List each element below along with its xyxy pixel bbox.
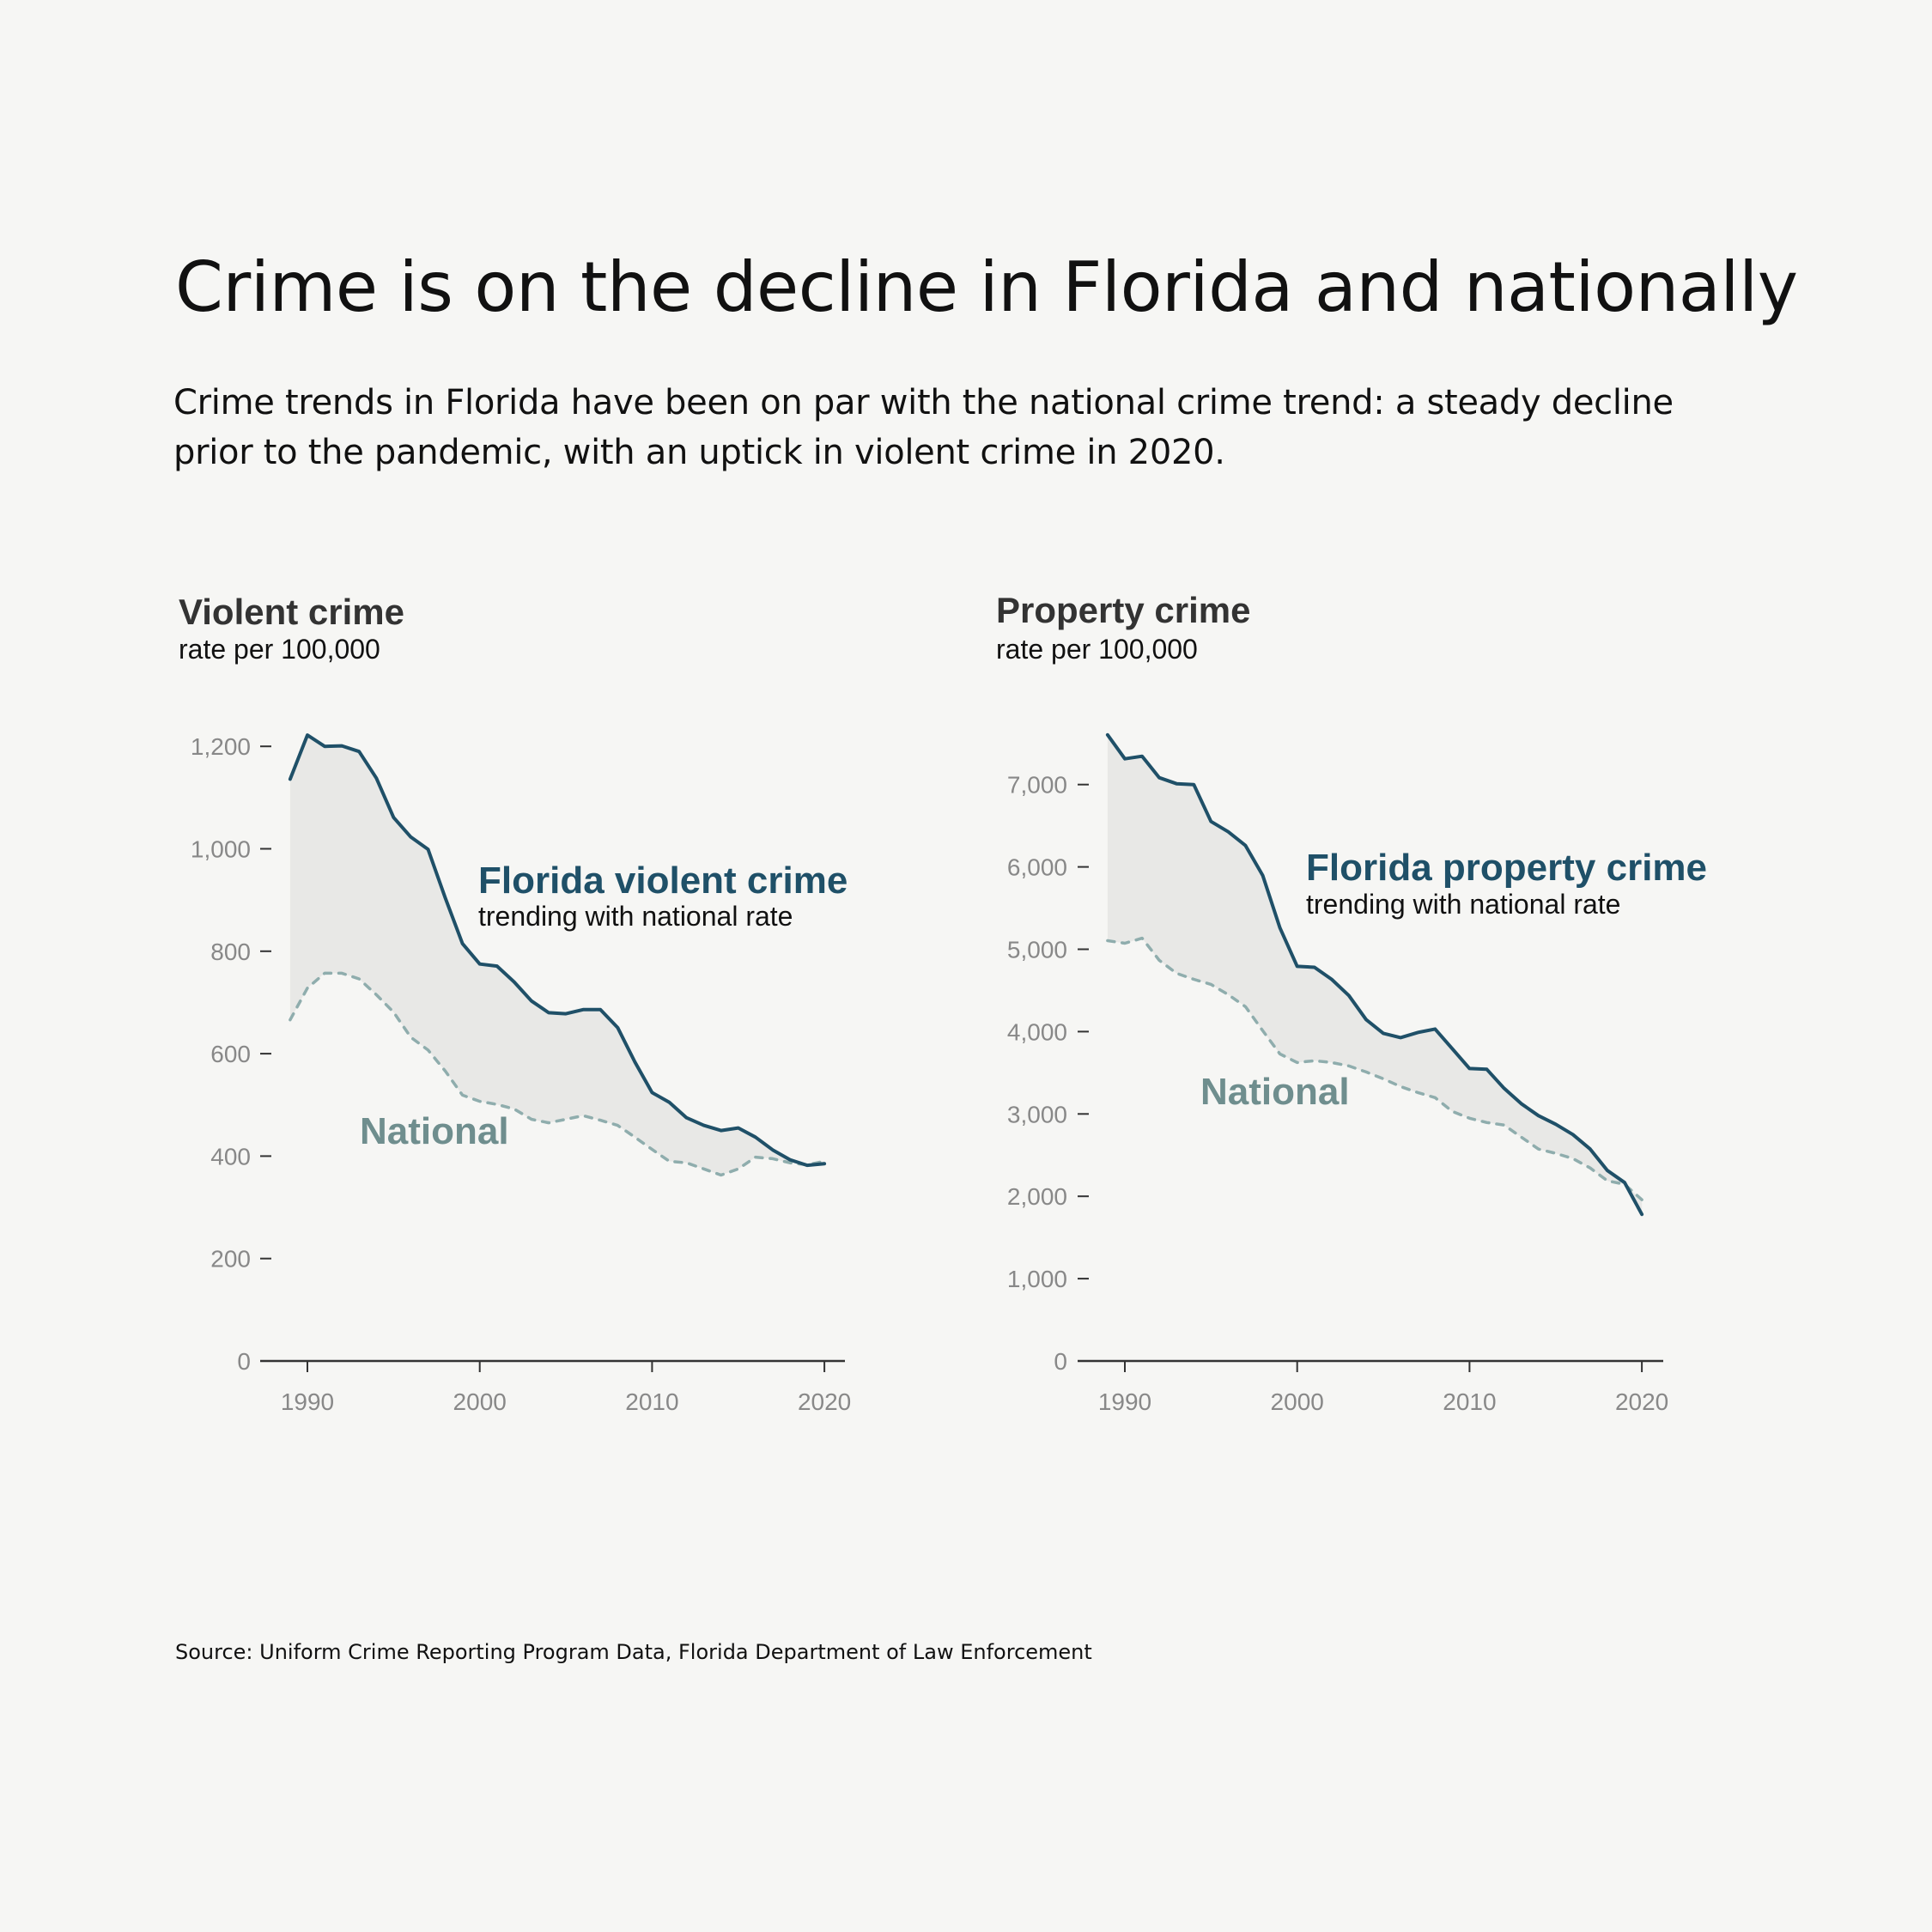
property-x-tick-label: 2020: [1615, 1388, 1668, 1415]
violent-lines: [288, 733, 827, 1177]
violent-x-tick-label: 2000: [453, 1388, 507, 1415]
property-y-tick-label: 4,000: [1007, 1018, 1067, 1045]
violent-florida-line: [288, 733, 827, 1168]
property-x-tick-label: 2010: [1443, 1388, 1496, 1415]
violent-y-tick-label: 600: [210, 1041, 251, 1067]
violent-x-tick-label: 2020: [798, 1388, 851, 1415]
florida-property-label: Florida property crime: [1306, 847, 1707, 889]
florida-violent-sublabel: trending with national rate: [478, 901, 793, 932]
property-y-tick-label: 6,000: [1007, 854, 1067, 881]
violent-x-tick-label: 2010: [625, 1388, 678, 1415]
violent-national-line: [289, 971, 826, 1177]
national-violent-label: National: [360, 1110, 509, 1152]
property-florida-line: [1105, 732, 1644, 1217]
violent-chart-unit: rate per 100,000: [179, 634, 380, 665]
property-y-tick-label: 0: [1054, 1348, 1067, 1375]
property-lines: [1105, 732, 1644, 1217]
violent-crime-chart: Violent crime rate per 100,000 1990 2000 2…: [179, 592, 851, 1415]
property-x-tick-label: 1990: [1098, 1388, 1151, 1415]
violent-gap-fill: [289, 735, 825, 1176]
property-x-tick-label: 2000: [1271, 1388, 1324, 1415]
property-chart-unit: rate per 100,000: [996, 634, 1198, 665]
violent-y-tick-label: 800: [210, 939, 251, 965]
page-subtitle: Crime trends in Florida have been on par…: [173, 383, 1674, 472]
violent-y-tick-label: 400: [210, 1143, 251, 1170]
violent-chart-title: Violent crime: [179, 592, 404, 632]
page-title: Crime is on the decline in Florida and n…: [175, 247, 1798, 327]
property-y-tick-label: 1,000: [1007, 1266, 1067, 1292]
violent-y-tick-label: 0: [237, 1348, 251, 1375]
source-note: Source: Uniform Crime Reporting Program …: [175, 1640, 1092, 1664]
property-y-tick-label: 3,000: [1007, 1101, 1067, 1127]
florida-violent-label: Florida violent crime: [478, 860, 848, 902]
property-y-tick-label: 2,000: [1007, 1183, 1067, 1210]
national-property-label: National: [1200, 1071, 1350, 1113]
property-crime-chart: Property crime rate per 100,000 1990 2000…: [996, 590, 1707, 1415]
violent-y-tick-label: 1,200: [191, 733, 251, 760]
property-y-tick-label: 5,000: [1007, 937, 1067, 963]
violent-y-tick-label: 1,000: [191, 836, 251, 863]
violent-y-tick-label: 200: [210, 1246, 251, 1273]
property-chart-title: Property crime: [996, 590, 1250, 630]
property-gap-fill: [1107, 734, 1643, 1215]
property-axes: 1990 2000 2010 2020 0 1,000 2,000 3,000 4,000 5,0…: [1007, 772, 1668, 1415]
property-gap-area: [1107, 734, 1643, 1215]
property-national-line: [1106, 936, 1643, 1201]
florida-property-sublabel: trending with national rate: [1306, 889, 1620, 920]
violent-axes: 1990 2000 2010 2020 0 200 400 600 800 1,000 1,200: [191, 733, 851, 1415]
violent-x-tick-label: 1990: [281, 1388, 334, 1415]
property-y-tick-label: 7,000: [1007, 772, 1067, 799]
violent-gap-area: [289, 735, 825, 1176]
